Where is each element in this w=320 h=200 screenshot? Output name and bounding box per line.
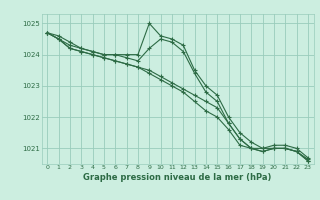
X-axis label: Graphe pression niveau de la mer (hPa): Graphe pression niveau de la mer (hPa) <box>84 173 272 182</box>
